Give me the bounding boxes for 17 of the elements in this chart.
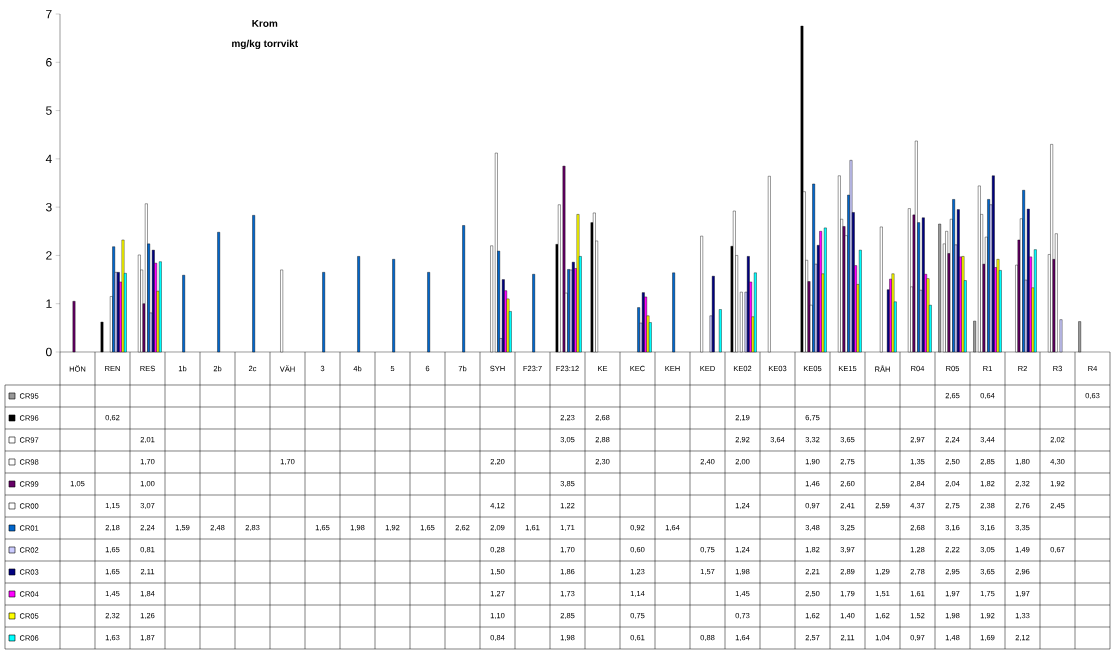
y-tick-label: 3 [45, 202, 52, 212]
y-tick-label: 1 [46, 299, 52, 308]
bar [926, 278, 930, 353]
text: mg/kg torrvikt [232, 39, 298, 50]
y-tick-label: 6 [46, 58, 52, 67]
bar [576, 214, 580, 353]
bar [1050, 144, 1054, 353]
bar [1022, 190, 1026, 353]
chart-title: Krom [252, 19, 278, 27]
y-tick-label: 7 [46, 9, 52, 19]
y-tick-label: 2 [46, 251, 52, 260]
y-tick-label: 4 [45, 154, 52, 163]
y-tick-label: 0 [46, 347, 52, 357]
bar [891, 273, 895, 353]
y-tick-label: 5 [46, 106, 52, 115]
bar [121, 239, 125, 353]
bar [849, 160, 853, 353]
